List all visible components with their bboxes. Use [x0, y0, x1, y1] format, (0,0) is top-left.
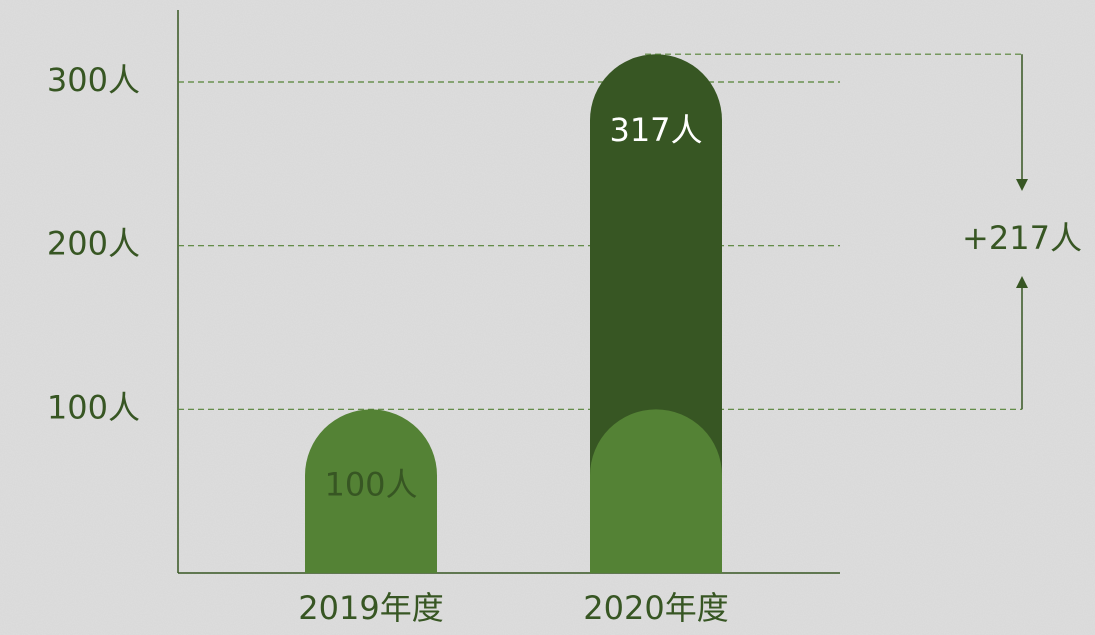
reference-bar: [590, 409, 722, 573]
value-label: 317人: [609, 111, 702, 149]
bar: [305, 409, 437, 573]
value-label: 100人: [324, 465, 417, 503]
x-tick-label: 2020年度: [583, 589, 728, 627]
y-tick-label: 200人: [47, 225, 140, 263]
y-tick-label: 100人: [47, 388, 140, 426]
difference-annotation: +217人: [962, 219, 1082, 257]
x-tick-label: 2019年度: [298, 589, 443, 627]
y-tick-label: 300人: [47, 61, 140, 99]
